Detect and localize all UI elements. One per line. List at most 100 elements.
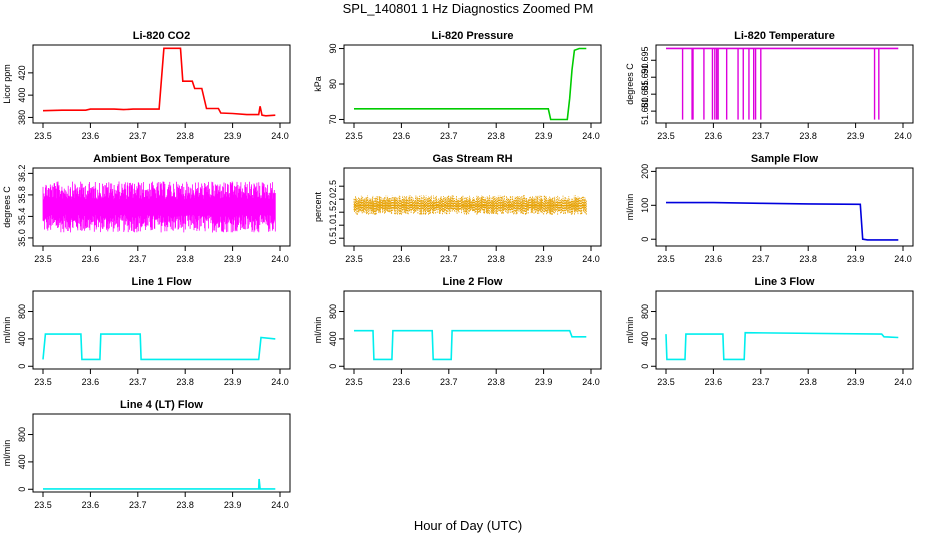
x-tick-label-3-0: 23.5 [657, 131, 675, 141]
x-tick-label-10-0: 23.5 [34, 500, 52, 510]
x-tick-label-7-0: 23.5 [34, 377, 52, 387]
x-tick-label-10-2: 23.7 [129, 500, 147, 510]
x-tick-label-3-2: 23.7 [752, 131, 770, 141]
x-tick-label-8-1: 23.6 [393, 377, 411, 387]
y-tick-label-5-4: 2.5 [328, 180, 338, 193]
plot-title-7: Line 1 Flow [132, 276, 192, 288]
y-tick-label-9-1: 400 [640, 331, 650, 346]
x-tick-label-2-4: 23.9 [535, 131, 553, 141]
plot-frame-9 [655, 290, 914, 370]
x-tick-label-4-4: 23.9 [224, 254, 242, 264]
y-axis-label-9: ml/min [625, 317, 635, 344]
x-tick-label-8-5: 24.0 [582, 377, 600, 387]
x-tick-label-6-0: 23.5 [657, 254, 675, 264]
plot-frame-1 [32, 44, 291, 124]
y-tick-label-10-1: 400 [17, 454, 27, 469]
y-tick-label-9-0: 0 [640, 364, 650, 369]
x-tick-label-9-5: 24.0 [894, 377, 912, 387]
x-tick-label-10-3: 23.8 [176, 500, 194, 510]
x-axis-label: Hour of Day (UTC) [413, 518, 523, 533]
x-tick-label-6-1: 23.6 [705, 254, 723, 264]
y-axis-label-7: ml/min [2, 317, 12, 344]
y-tick-label-7-2: 800 [17, 304, 27, 319]
y-tick-label-6-0: 0 [640, 237, 650, 242]
y-tick-label-8-2: 800 [328, 304, 338, 319]
y-tick-label-6-2: 200 [640, 164, 650, 179]
y-tick-label-2-0: 70 [328, 114, 338, 124]
y-axis-label-6: ml/min [625, 194, 635, 221]
plot-frame-4 [32, 167, 291, 247]
x-tick-label-2-3: 23.8 [487, 131, 505, 141]
y-tick-label-7-0: 0 [17, 364, 27, 369]
x-tick-label-5-3: 23.8 [487, 254, 505, 264]
y-tick-label-1-0: 380 [17, 110, 27, 125]
x-tick-label-6-4: 23.9 [847, 254, 865, 264]
x-tick-label-6-5: 24.0 [894, 254, 912, 264]
x-tick-label-3-4: 23.9 [847, 131, 865, 141]
x-tick-label-7-2: 23.7 [129, 377, 147, 387]
y-tick-label-4-3: 36.2 [17, 165, 27, 183]
series-band-4 [42, 181, 276, 233]
y-tick-label-5-2: 1.5 [328, 206, 338, 219]
plot-frame-8 [343, 290, 602, 370]
plot-frame-6 [655, 167, 914, 247]
series-line-10 [43, 478, 276, 490]
x-tick-label-9-4: 23.9 [847, 377, 865, 387]
x-tick-label-1-2: 23.7 [129, 131, 147, 141]
figure-title: SPL_140801 1 Hz Diagnostics Zoomed PM [342, 1, 594, 16]
x-tick-label-9-3: 23.8 [799, 377, 817, 387]
series-line-7 [42, 333, 276, 361]
x-tick-label-6-3: 23.8 [799, 254, 817, 264]
y-tick-label-5-0: 0.5 [328, 232, 338, 245]
y-axis-label-8: ml/min [313, 317, 323, 344]
x-tick-label-7-1: 23.6 [82, 377, 100, 387]
x-tick-label-8-0: 23.5 [345, 377, 363, 387]
x-tick-label-4-1: 23.6 [82, 254, 100, 264]
x-tick-label-5-0: 23.5 [345, 254, 363, 264]
x-tick-label-1-1: 23.6 [82, 131, 100, 141]
y-tick-label-2-1: 80 [328, 79, 338, 89]
x-tick-label-8-2: 23.7 [440, 377, 458, 387]
x-tick-label-10-1: 23.6 [82, 500, 100, 510]
x-tick-label-9-2: 23.7 [752, 377, 770, 387]
x-tick-label-4-5: 24.0 [271, 254, 289, 264]
x-tick-label-3-1: 23.6 [705, 131, 723, 141]
x-tick-label-1-0: 23.5 [34, 131, 52, 141]
x-tick-label-8-3: 23.8 [487, 377, 505, 387]
y-axis-label-10: ml/min [2, 440, 12, 467]
plot-frame-3 [655, 44, 914, 124]
plot-title-10: Line 4 (LT) Flow [120, 399, 203, 411]
y-axis-label-3: degrees C [625, 63, 635, 105]
y-tick-label-2-2: 90 [328, 44, 338, 54]
x-tick-label-9-0: 23.5 [657, 377, 675, 387]
plot-frame-10 [32, 413, 291, 493]
y-tick-label-5-3: 2.0 [328, 193, 338, 206]
y-tick-label-3-3: 51.695 [640, 46, 650, 74]
x-tick-label-10-5: 24.0 [271, 500, 289, 510]
x-tick-label-2-1: 23.6 [393, 131, 411, 141]
y-axis-label-2: kPa [313, 76, 323, 92]
x-tick-label-1-4: 23.9 [224, 131, 242, 141]
y-tick-label-4-0: 35.0 [17, 229, 27, 247]
x-tick-label-9-1: 23.6 [705, 377, 723, 387]
y-tick-label-10-0: 0 [17, 487, 27, 492]
x-tick-label-10-4: 23.9 [224, 500, 242, 510]
x-tick-label-4-3: 23.8 [176, 254, 194, 264]
plot-frame-2 [343, 44, 602, 124]
y-tick-label-5-1: 1.0 [328, 219, 338, 232]
series-band-5 [353, 195, 587, 215]
y-tick-label-3-0: 51.680 [640, 97, 650, 125]
x-tick-label-6-2: 23.7 [752, 254, 770, 264]
x-tick-label-7-3: 23.8 [176, 377, 194, 387]
y-tick-label-4-1: 35.4 [17, 208, 27, 226]
plot-title-9: Line 3 Flow [755, 276, 815, 288]
x-tick-label-5-1: 23.6 [393, 254, 411, 264]
y-tick-label-9-2: 800 [640, 304, 650, 319]
x-tick-label-4-0: 23.5 [34, 254, 52, 264]
y-tick-label-3-2: 51.690 [640, 63, 650, 91]
plot-title-6: Sample Flow [751, 153, 819, 165]
x-tick-label-2-0: 23.5 [345, 131, 363, 141]
x-tick-label-2-2: 23.7 [440, 131, 458, 141]
y-tick-label-6-1: 100 [640, 198, 650, 213]
